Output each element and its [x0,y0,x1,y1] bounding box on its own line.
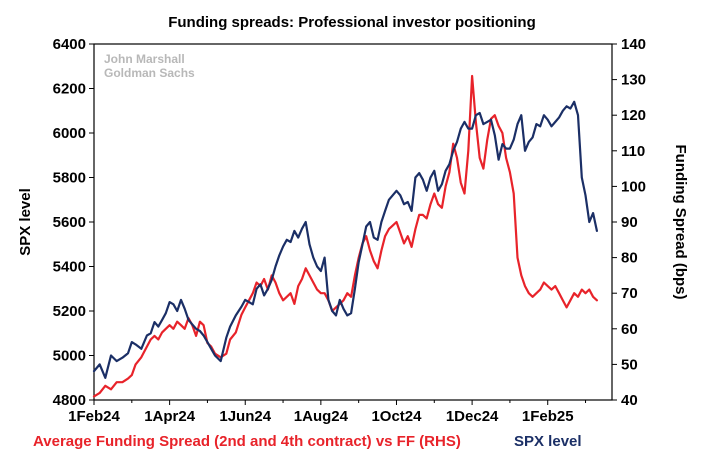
left-tick-label: 5600 [53,214,86,231]
left-axis-ticks: 4800 5000 5200 5400 5600 5800 6000 6200 6400 [53,36,94,409]
right-tick-label: 60 [621,321,638,338]
left-tick-label: 5800 [53,170,86,187]
legend-spx-level: SPX level [514,433,582,450]
left-tick-label: 6400 [53,36,86,53]
right-axis-title: Funding Spread (bps) [672,145,689,300]
plot-area [93,43,613,401]
x-tick-label: 1Aug24 [294,408,349,425]
right-tick-label: 40 [621,392,638,409]
x-tick-label: 1Feb24 [68,408,120,425]
right-tick-label: 130 [621,72,646,89]
x-tick-label: 1Oct24 [371,408,422,425]
x-tick-label: 1Jun24 [219,408,271,425]
left-axis-title: SPX level [17,188,34,256]
series-layer [92,74,599,398]
chart-title: Funding spreads: Professional investor p… [168,14,536,31]
right-tick-label: 140 [621,36,646,53]
right-tick-label: 80 [621,250,638,267]
right-tick-label: 120 [621,107,646,124]
left-tick-label: 5000 [53,348,86,365]
spx-level-line [92,100,599,379]
left-tick-label: 5400 [53,259,86,276]
watermark-author: John Marshall [104,52,185,66]
left-tick-label: 6000 [53,125,86,142]
x-tick-label: 1Feb25 [522,408,574,425]
left-tick-label: 4800 [53,392,86,409]
right-tick-label: 90 [621,214,638,231]
right-tick-label: 110 [621,143,645,160]
left-tick-label: 5200 [53,303,86,320]
x-tick-label: 1Dec24 [446,408,499,425]
right-axis-ticks: 40 50 60 70 80 90 100 110 120 130 140 [612,36,646,409]
x-axis-ticks: 1Feb24 1Apr24 1Jun24 1Aug24 1Oct24 1Dec24 1Feb… [68,400,587,425]
x-tick-label: 1Apr24 [144,408,196,425]
right-tick-label: 50 [621,356,638,373]
left-tick-label: 6200 [53,81,86,98]
legend-funding-spread: Average Funding Spread (2nd and 4th cont… [33,433,461,450]
watermark-firm: Goldman Sachs [104,66,195,80]
right-tick-label: 70 [621,285,638,302]
right-tick-label: 100 [621,178,646,195]
